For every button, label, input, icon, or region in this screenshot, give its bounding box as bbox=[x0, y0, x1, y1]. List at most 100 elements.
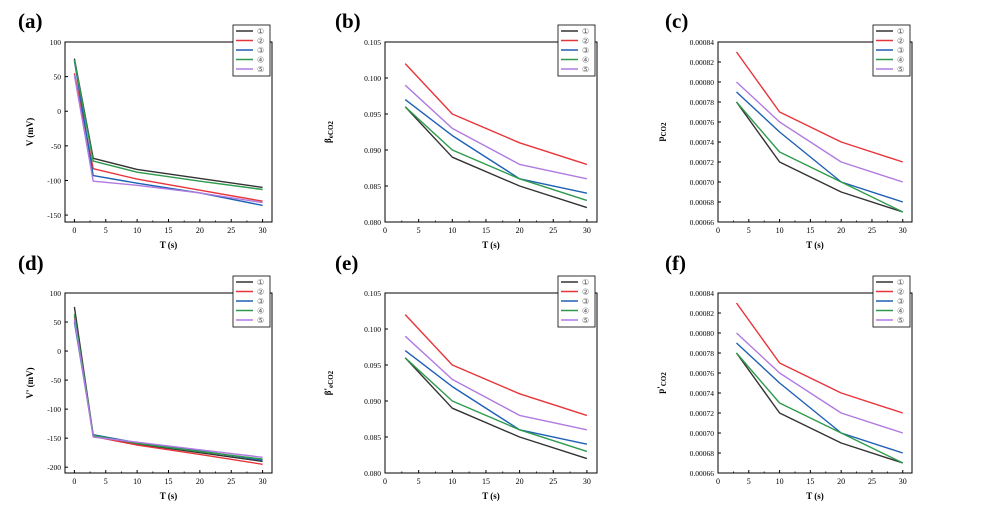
x-tick-label: 5 bbox=[104, 226, 108, 235]
series-line bbox=[735, 51, 904, 163]
y-tick-label: 100 bbox=[50, 38, 62, 47]
legend-label: ④ bbox=[897, 307, 904, 316]
series-line bbox=[73, 60, 263, 207]
y-axis-label: p'CO2 bbox=[656, 372, 668, 394]
x-tick-label: 0 bbox=[72, 226, 76, 235]
x-tick-label: 0 bbox=[716, 477, 720, 486]
x-tick-label: 20 bbox=[516, 477, 524, 486]
x-tick-label: 30 bbox=[899, 477, 907, 486]
y-tick-label: 0.00074 bbox=[690, 138, 715, 147]
legend-label: ① bbox=[582, 278, 589, 287]
x-axis-label: T (s) bbox=[160, 491, 178, 501]
y-axis-label: V' (mV) bbox=[25, 367, 35, 398]
y-tick-label: -100 bbox=[47, 176, 61, 185]
y-tick-label: 0.090 bbox=[364, 397, 381, 406]
chart-panel: (b) 0 5 10 15 20 25 30 0.105 0.100 0.095 0.090 0.085… bbox=[323, 9, 598, 250]
panel-label: (f) bbox=[665, 251, 686, 275]
x-axis-label: T (s) bbox=[482, 240, 500, 250]
x-tick-label: 25 bbox=[549, 477, 557, 486]
series-line bbox=[73, 318, 263, 458]
legend-label: ② bbox=[257, 37, 264, 46]
legend-label: ① bbox=[257, 278, 264, 287]
legend-label: ⑤ bbox=[897, 316, 904, 325]
x-tick-label: 15 bbox=[165, 477, 173, 486]
x-tick-label: 30 bbox=[259, 226, 267, 235]
panel-label: (a) bbox=[18, 9, 43, 33]
y-tick-label: -100 bbox=[47, 405, 61, 414]
legend-label: ④ bbox=[257, 307, 264, 316]
legend-label: ② bbox=[257, 288, 264, 297]
chart-panel: (e) 0 5 10 15 20 25 30 0.105 0.100 0.095 0.090 0.085… bbox=[323, 251, 598, 501]
series-line bbox=[404, 357, 588, 453]
x-tick-label: 30 bbox=[583, 477, 591, 486]
series-line bbox=[404, 63, 588, 166]
y-tick-label: 0.00076 bbox=[690, 118, 715, 127]
series-line bbox=[73, 313, 263, 460]
legend-label: ① bbox=[582, 27, 589, 36]
y-tick-label: 0.105 bbox=[364, 289, 381, 298]
x-tick-label: 30 bbox=[259, 477, 267, 486]
y-tick-label: 0.100 bbox=[364, 74, 381, 83]
x-tick-label: 10 bbox=[448, 226, 456, 235]
legend-label: ① bbox=[257, 27, 264, 36]
x-axis-label: T (s) bbox=[482, 491, 500, 501]
x-tick-label: 20 bbox=[837, 477, 845, 486]
legend-label: ① bbox=[897, 278, 904, 287]
x-tick-label: 20 bbox=[196, 477, 204, 486]
x-tick-label: 10 bbox=[448, 477, 456, 486]
x-tick-label: 0 bbox=[383, 477, 387, 486]
series-line bbox=[735, 101, 904, 213]
y-tick-label: 0.00084 bbox=[690, 38, 715, 47]
x-tick-label: 25 bbox=[868, 226, 876, 235]
chart-panel: (a) 0 5 10 15 20 25 30 100 50 0 -50 -100 -150 T (s) V (… bbox=[18, 9, 273, 250]
series-line bbox=[736, 342, 904, 454]
x-axis-label: T (s) bbox=[806, 240, 824, 250]
series-line bbox=[404, 99, 588, 194]
y-tick-label: 0.00082 bbox=[690, 58, 715, 67]
legend-label: ② bbox=[897, 37, 904, 46]
y-tick-label: 100 bbox=[50, 289, 62, 298]
series-line bbox=[736, 81, 904, 183]
legend-label: ③ bbox=[257, 46, 264, 55]
y-tick-label: 0.00078 bbox=[690, 98, 715, 107]
y-tick-label: 0.00084 bbox=[690, 289, 715, 298]
legend-label: ③ bbox=[582, 297, 589, 306]
y-tick-label: 0.085 bbox=[364, 433, 381, 442]
legend-label: ④ bbox=[582, 56, 589, 65]
series-line bbox=[735, 101, 904, 213]
y-tick-label: 0.00070 bbox=[690, 429, 715, 438]
x-tick-label: 25 bbox=[549, 226, 557, 235]
series-line bbox=[73, 58, 263, 189]
legend-label: ⑤ bbox=[582, 65, 589, 74]
series-line bbox=[404, 106, 588, 209]
x-tick-label: 25 bbox=[227, 477, 235, 486]
y-tick-label: -50 bbox=[51, 376, 61, 385]
y-tick-label: 0.105 bbox=[364, 38, 381, 47]
panel-label: (d) bbox=[18, 251, 44, 275]
panel-label: (e) bbox=[335, 251, 358, 275]
x-tick-label: 15 bbox=[806, 477, 814, 486]
x-tick-label: 0 bbox=[716, 226, 720, 235]
y-tick-label: -150 bbox=[47, 434, 61, 443]
series-line bbox=[735, 352, 904, 464]
legend-label: ③ bbox=[897, 46, 904, 55]
y-axis-label: βeCO2 bbox=[323, 121, 335, 143]
x-tick-label: 15 bbox=[806, 226, 814, 235]
series-line bbox=[735, 302, 904, 414]
y-tick-label: 0.100 bbox=[364, 325, 381, 334]
legend-label: ③ bbox=[257, 297, 264, 306]
x-tick-label: 5 bbox=[417, 477, 421, 486]
legend-label: ② bbox=[897, 288, 904, 297]
y-tick-label: 50 bbox=[54, 318, 62, 327]
y-tick-label: -150 bbox=[47, 211, 61, 220]
x-tick-label: 5 bbox=[747, 226, 751, 235]
series-line bbox=[73, 75, 263, 204]
y-axis-label: β'eCO2 bbox=[323, 370, 335, 395]
x-tick-label: 5 bbox=[104, 477, 108, 486]
x-tick-label: 10 bbox=[776, 477, 784, 486]
y-tick-label: 50 bbox=[54, 73, 62, 82]
x-tick-label: 30 bbox=[899, 226, 907, 235]
y-tick-label: 0.00078 bbox=[690, 349, 715, 358]
y-tick-label: 0.00066 bbox=[690, 469, 715, 478]
x-tick-label: 20 bbox=[516, 226, 524, 235]
